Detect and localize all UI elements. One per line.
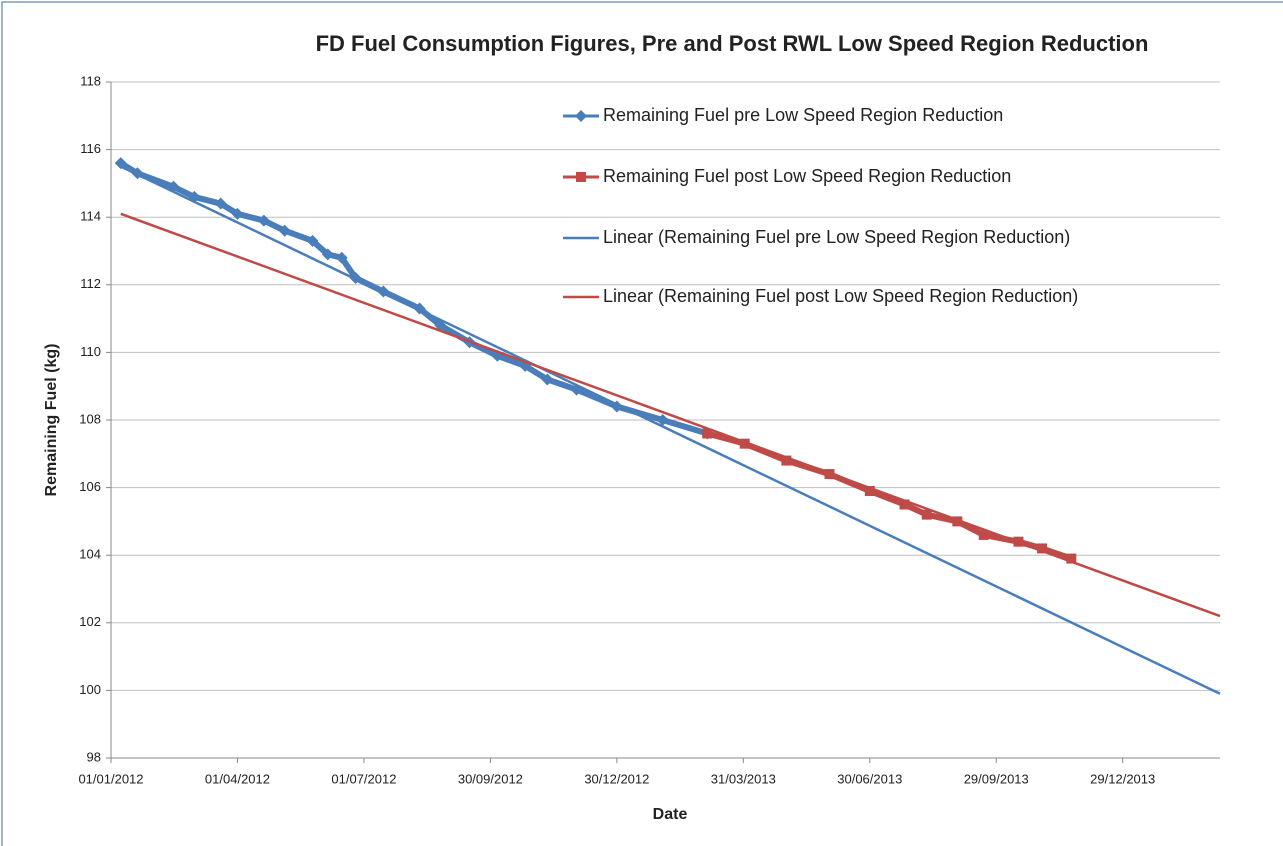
y-tick-label: 110 [80, 344, 101, 359]
marker [231, 207, 244, 220]
marker [1037, 543, 1048, 554]
x-tick-label: 29/09/2013 [964, 771, 1029, 786]
marker [739, 438, 750, 449]
marker [306, 234, 319, 247]
y-tick-label: 116 [80, 141, 101, 156]
x-tick-label: 29/12/2013 [1090, 771, 1155, 786]
y-tick-label: 112 [80, 276, 101, 291]
y-tick-label: 108 [79, 411, 101, 426]
legend-label: Linear (Remaining Fuel post Low Speed Re… [603, 286, 1078, 306]
marker [702, 428, 713, 439]
marker [541, 373, 554, 386]
y-tick-label: 118 [80, 73, 101, 88]
marker [257, 214, 270, 227]
y-tick-label: 104 [79, 547, 101, 562]
marker [978, 529, 989, 540]
marker [214, 197, 227, 210]
trend-line [120, 212, 1221, 618]
marker [921, 509, 932, 520]
y-tick-label: 114 [80, 209, 101, 224]
legend-label: Remaining Fuel post Low Speed Region Red… [603, 166, 1011, 186]
legend-label: Remaining Fuel pre Low Speed Region Redu… [603, 105, 1003, 125]
marker [952, 516, 963, 527]
marker [114, 157, 127, 170]
marker [321, 248, 334, 261]
legend-label: Linear (Remaining Fuel pre Low Speed Reg… [603, 227, 1070, 247]
x-tick-label: 30/09/2012 [458, 771, 523, 786]
x-axis-title: Date [653, 806, 688, 823]
y-tick-label: 100 [79, 682, 101, 697]
marker [656, 414, 669, 426]
x-tick-label: 30/06/2013 [837, 771, 902, 786]
x-tick-label: 30/12/2012 [584, 771, 649, 786]
trend-line [120, 165, 1221, 695]
y-tick-label: 106 [79, 479, 101, 494]
marker [576, 172, 586, 182]
marker [781, 455, 792, 466]
marker [335, 251, 348, 264]
marker [864, 485, 875, 496]
x-tick-label: 01/01/2012 [78, 771, 143, 786]
y-axis-title: Remaining Fuel (kg) [43, 344, 60, 497]
y-tick-label: 102 [79, 614, 101, 629]
chart-title: FD Fuel Consumption Figures, Pre and Pos… [316, 31, 1149, 56]
marker [899, 499, 910, 510]
marker [278, 224, 291, 237]
x-tick-label: 31/03/2013 [711, 771, 776, 786]
x-tick-label: 01/07/2012 [331, 771, 396, 786]
marker [1066, 553, 1077, 564]
y-tick-label: 98 [87, 749, 101, 764]
x-tick-label: 01/04/2012 [205, 771, 270, 786]
marker [575, 110, 587, 122]
